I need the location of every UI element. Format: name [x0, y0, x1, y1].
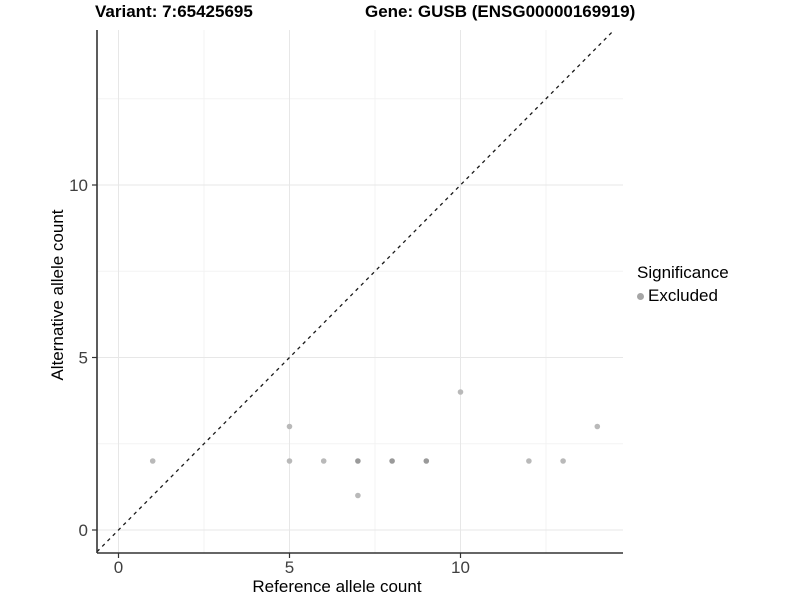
excluded-point-icon	[637, 292, 644, 300]
x-tick-label: 0	[114, 558, 123, 577]
data-point	[526, 458, 532, 464]
y-tick-label: 0	[79, 521, 88, 540]
legend-item-label: Excluded	[648, 286, 718, 305]
data-point	[320, 458, 327, 464]
legend: Significance Excluded	[637, 263, 729, 306]
data-point	[594, 423, 601, 430]
x-tick-label: 5	[285, 558, 294, 577]
gene-title: Gene: GUSB (ENSG00000169919)	[365, 2, 636, 21]
data-point	[149, 458, 156, 464]
legend-title: Significance	[637, 263, 729, 282]
data-point	[355, 492, 361, 499]
data-point	[457, 389, 464, 395]
legend-item-excluded: Excluded	[637, 286, 729, 306]
y-tick-label: 5	[79, 349, 88, 368]
data-point	[355, 458, 361, 464]
data-point	[423, 458, 430, 464]
x-tick-label: 10	[451, 558, 470, 577]
y-axis-title: Alternative allele count	[48, 209, 67, 381]
x-axis-title: Reference allele count	[252, 577, 422, 596]
data-point	[286, 423, 293, 430]
y-tick-label: 10	[69, 176, 88, 195]
identity-reference-line	[96, 29, 615, 553]
data-point	[389, 458, 395, 464]
variant-title: Variant: 7:65425695	[95, 2, 253, 21]
data-point	[560, 458, 566, 464]
data-point	[286, 458, 293, 464]
